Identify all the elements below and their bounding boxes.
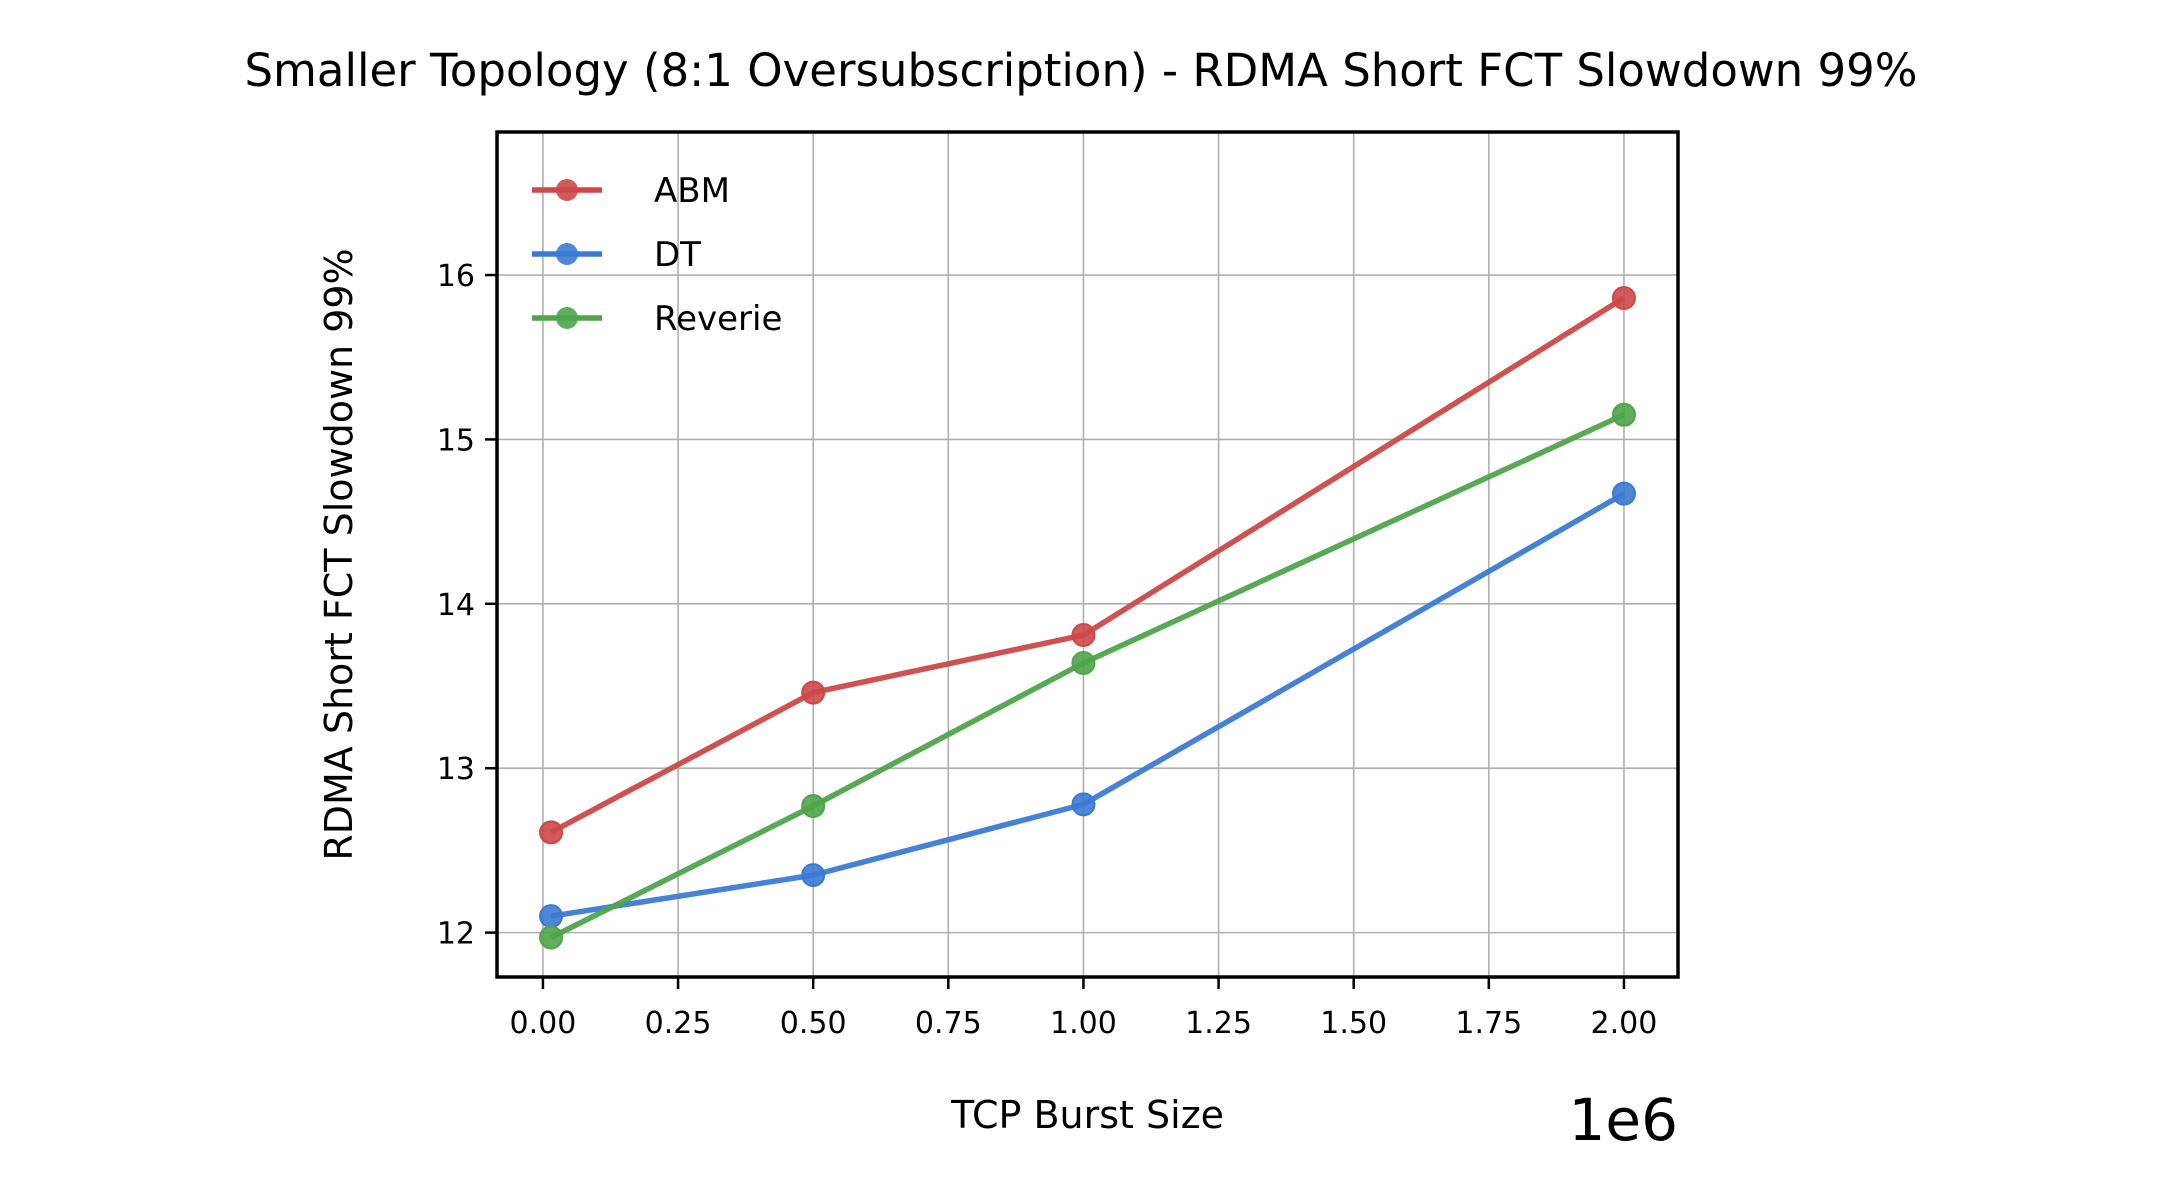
legend: ABM DT Reverie xyxy=(532,171,782,339)
x-axis-ticks: 0.00 0.25 0.50 0.75 1.00 1.25 1.50 1.75 2.00 xyxy=(510,977,1658,1041)
series-dt xyxy=(539,481,1636,929)
legend-item-abm: ABM xyxy=(532,171,730,211)
legend-label: DT xyxy=(654,235,701,275)
data-point xyxy=(539,925,564,950)
series-abm xyxy=(539,286,1636,845)
x-tick-label: 1.25 xyxy=(1185,1006,1252,1041)
y-tick-label: 13 xyxy=(437,752,475,787)
legend-marker xyxy=(556,243,578,265)
legend-label: ABM xyxy=(654,171,730,211)
x-tick-label: 0.75 xyxy=(915,1006,982,1041)
grid-lines xyxy=(497,132,1678,977)
data-point xyxy=(1611,286,1636,311)
series-reverie xyxy=(539,402,1636,950)
x-axis-label: TCP Burst Size xyxy=(950,1093,1224,1137)
series-line xyxy=(549,295,1626,835)
plot-area-frame xyxy=(495,130,1680,979)
data-point xyxy=(539,904,564,929)
legend-label: Reverie xyxy=(654,299,782,339)
y-tick-label: 15 xyxy=(437,423,475,458)
x-axis-offset-label: 1e6 xyxy=(1569,1086,1679,1154)
x-tick-label: 0.50 xyxy=(780,1006,847,1041)
legend-item-reverie: Reverie xyxy=(532,299,782,339)
x-tick-label: 1.50 xyxy=(1320,1006,1387,1041)
series-layer xyxy=(539,286,1636,950)
data-point xyxy=(1071,623,1096,648)
legend-marker xyxy=(556,307,578,329)
data-point xyxy=(1071,651,1096,676)
data-point xyxy=(1611,402,1636,427)
data-point xyxy=(1071,792,1096,817)
y-axis-label: RDMA Short FCT Slowdown 99% xyxy=(317,248,361,860)
data-point xyxy=(1611,481,1636,506)
x-tick-label: 2.00 xyxy=(1591,1006,1658,1041)
legend-marker xyxy=(556,179,578,201)
y-tick-label: 16 xyxy=(437,259,475,294)
data-point xyxy=(801,680,826,705)
chart-title: Smaller Topology (8:1 Oversubscription) … xyxy=(244,44,1917,97)
series-line xyxy=(549,412,1626,940)
legend-item-dt: DT xyxy=(532,235,701,275)
y-axis-ticks: 12 13 14 15 16 xyxy=(437,259,497,952)
data-point xyxy=(801,863,826,888)
y-tick-label: 12 xyxy=(437,917,475,952)
x-tick-label: 1.00 xyxy=(1050,1006,1117,1041)
series-line xyxy=(550,491,1626,919)
x-tick-label: 1.75 xyxy=(1455,1006,1522,1041)
data-point xyxy=(539,820,564,845)
y-tick-label: 14 xyxy=(437,588,475,623)
x-tick-label: 0.25 xyxy=(645,1006,712,1041)
data-point xyxy=(801,794,826,819)
x-tick-label: 0.00 xyxy=(510,1006,577,1041)
